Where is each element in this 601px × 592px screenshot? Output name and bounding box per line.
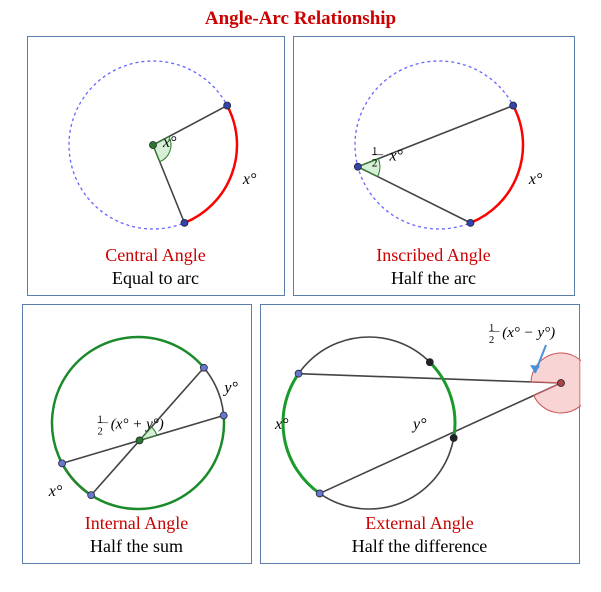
caption-name: Internal Angle [23, 513, 251, 534]
svg-text:y°: y° [411, 416, 427, 433]
panel-external: x° y° 1—2(x° − y°) External Angle Half the… [260, 304, 580, 564]
caption-inscribed: Inscribed Angle Half the arc [294, 245, 574, 289]
page-title: Angle-Arc Relationship [0, 0, 601, 36]
caption-name: Central Angle [28, 245, 284, 266]
panel-inscribed: 1—2 x° x° Inscribed Angle Half the arc [293, 36, 575, 296]
caption-central: Central Angle Equal to arc [28, 245, 284, 289]
diagram-central: x° x° [28, 37, 286, 245]
svg-text:x°: x° [241, 171, 256, 188]
svg-text:x°: x° [47, 483, 62, 500]
diagram-internal: x°y°1—2(x° + y°) [23, 305, 253, 513]
svg-text:1—2(x° − y°): 1—2(x° − y°) [488, 323, 555, 346]
panel-central: x° x° Central Angle Equal to arc [27, 36, 285, 296]
caption-desc: Half the arc [294, 268, 574, 289]
caption-desc: Equal to arc [28, 268, 284, 289]
caption-name: Inscribed Angle [294, 245, 574, 266]
caption-name: External Angle [261, 513, 579, 534]
caption-desc: Half the difference [261, 536, 579, 557]
caption-external: External Angle Half the difference [261, 513, 579, 557]
svg-text:x°: x° [527, 171, 542, 188]
svg-text:1—2 x°: 1—2 x° [370, 146, 403, 170]
panel-grid: x° x° Central Angle Equal to arc 1—2 x° x°… [0, 36, 601, 564]
svg-text:x°: x° [274, 416, 289, 433]
diagram-inscribed: 1—2 x° x° [294, 37, 576, 245]
caption-internal: Internal Angle Half the sum [23, 513, 251, 557]
svg-text:y°: y° [222, 380, 238, 397]
panel-internal: x°y°1—2(x° + y°) Internal Angle Half the… [22, 304, 252, 564]
caption-desc: Half the sum [23, 536, 251, 557]
svg-text:x°: x° [162, 134, 177, 151]
diagram-external: x° y° 1—2(x° − y°) [261, 305, 581, 513]
